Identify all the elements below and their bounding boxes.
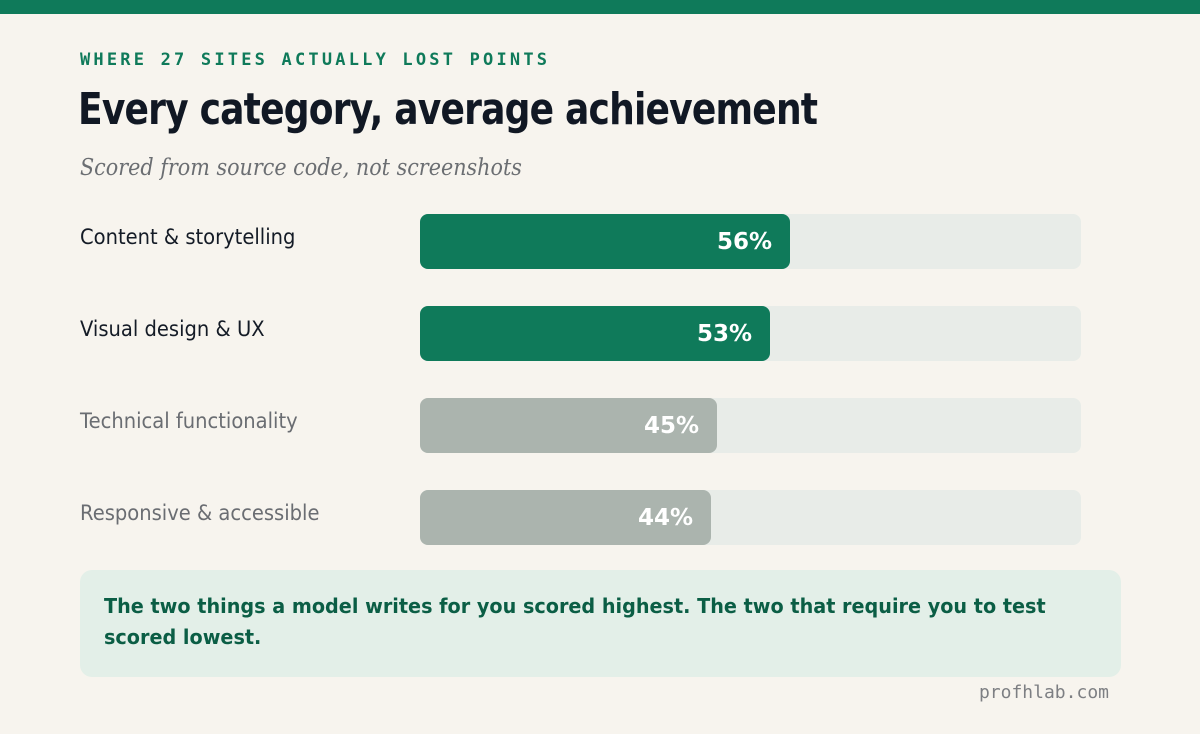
value-label-content-storytelling: 56% xyxy=(716,229,772,255)
value-label-responsive-accessible: 44% xyxy=(637,505,693,531)
source-credit: profhlab.com xyxy=(978,682,1109,703)
chart-title: Every category, average achievement xyxy=(78,84,818,135)
category-label-technical-functionality: Technical functionality xyxy=(80,409,298,433)
category-label-content-storytelling: Content & storytelling xyxy=(80,225,296,249)
callout-box xyxy=(80,570,1121,677)
category-label-visual-design-ux: Visual design & UX xyxy=(80,317,265,341)
bar-content-storytelling xyxy=(420,214,790,269)
chart-subtitle: Scored from source code, not screenshots xyxy=(80,155,522,181)
callout-text: The two things a model writes for you sc… xyxy=(104,594,1046,649)
bar-visual-design-ux xyxy=(420,306,770,361)
value-label-technical-functionality: 45% xyxy=(643,413,699,439)
category-label-responsive-accessible: Responsive & accessible xyxy=(80,501,320,525)
eyebrow-label: WHERE 27 SITES ACTUALLY LOST POINTS xyxy=(80,50,551,70)
bar-responsive-accessible xyxy=(420,490,711,545)
top-accent-bar xyxy=(0,0,1200,14)
bar-technical-functionality xyxy=(420,398,717,453)
value-label-visual-design-ux: 53% xyxy=(696,321,752,347)
